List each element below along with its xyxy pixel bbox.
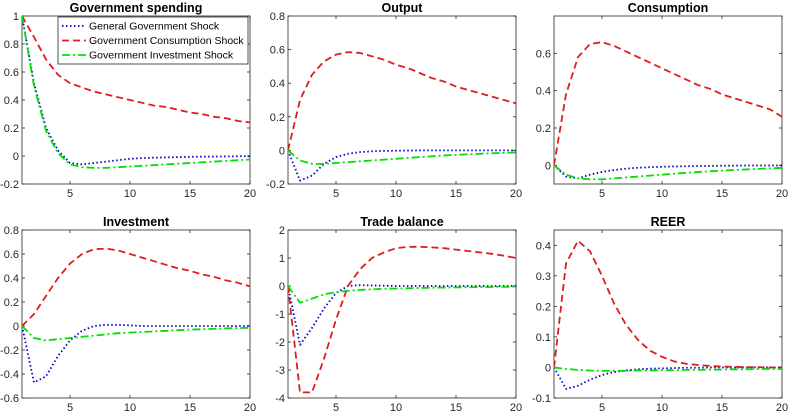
consumption-ytick-label: 0.2 <box>536 123 551 135</box>
reer-ytick-label: -0.1 <box>532 393 551 405</box>
investment-panel: Investment 5 10 15 20 -0.6 -0.4 -0.2 0 0.2 0.4 0.6 0… <box>0 215 256 414</box>
trade-balance-axes-box <box>287 229 517 399</box>
investment-investment-series-line <box>22 325 250 342</box>
reer-ytick-label: 0.2 <box>536 301 551 313</box>
government-spending-ytick-label: 0.6 <box>4 67 19 79</box>
output-xtick-label: 15 <box>450 188 462 200</box>
government-spending-xtick-label: 15 <box>184 188 196 200</box>
output-xtick-label: 10 <box>390 188 402 200</box>
investment-ytick-label: -0.6 <box>0 393 19 405</box>
output-title: Output <box>382 1 424 15</box>
trade-balance-ytick-label: -2 <box>275 337 285 349</box>
government-spending-xtick-label: 10 <box>124 188 136 200</box>
output-investment-series-line <box>288 149 516 165</box>
trade-balance-xtick-label: 5 <box>333 402 339 414</box>
legend: General Government Shock Government Consu… <box>57 16 249 65</box>
government-spending-xtick-label: 20 <box>244 188 256 200</box>
output-xtick-label: 5 <box>333 188 339 200</box>
output-panel: Output 5 10 15 20 -0.2 0 0.2 0.4 0.6 0.8 <box>266 1 522 200</box>
reer-investment-series-line <box>554 366 782 372</box>
trade-balance-investment-series-line <box>288 285 516 304</box>
consumption-panel: Consumption 5 10 15 20 0 0.2 0.4 0.6 <box>536 1 788 200</box>
investment-general-series-line <box>22 323 250 384</box>
consumption-title: Consumption <box>628 1 709 15</box>
reer-xtick-label: 15 <box>716 402 728 414</box>
consumption-ytick-label: 0 <box>545 160 551 172</box>
government-spending-ytick-label: 1 <box>13 11 19 23</box>
output-ytick-label: 0.2 <box>270 112 285 124</box>
reer-panel: REER 5 10 15 20 -0.1 0 0.1 0.2 0.3 0.4 <box>532 215 788 414</box>
investment-ytick-label: 0 <box>13 321 19 333</box>
trade-balance-title: Trade balance <box>360 215 443 229</box>
trade-balance-xtick-label: 10 <box>390 402 402 414</box>
reer-ytick-label: 0.1 <box>536 332 551 344</box>
investment-ytick-label: -0.4 <box>0 369 19 381</box>
government-spending-consumption-series-line <box>22 16 250 124</box>
consumption-consumption-series-line <box>554 41 782 166</box>
investment-ytick-label: 0.6 <box>4 249 19 261</box>
trade-balance-ytick-label: -1 <box>275 309 285 321</box>
investment-title: Investment <box>103 215 170 229</box>
consumption-xtick-label: 15 <box>716 188 728 200</box>
output-general-series-line <box>288 149 516 182</box>
trade-balance-xtick-label: 20 <box>510 402 522 414</box>
reer-xtick-label: 5 <box>599 402 605 414</box>
output-xtick-label: 20 <box>510 188 522 200</box>
investment-xtick-label: 10 <box>124 402 136 414</box>
investment-ytick-label: 0.8 <box>4 225 19 237</box>
legend-box <box>57 16 249 65</box>
consumption-xtick-label: 20 <box>776 188 788 200</box>
trade-balance-ytick-label: -4 <box>275 393 285 405</box>
reer-title: REER <box>651 215 686 229</box>
reer-ytick-label: 0 <box>545 362 551 374</box>
government-spending-xtick-label: 5 <box>67 188 73 200</box>
trade-balance-consumption-series-line <box>288 245 516 394</box>
government-spending-ytick-label: 0.4 <box>4 95 19 107</box>
investment-ytick-label: 0.4 <box>4 273 19 285</box>
government-spending-ytick-label: 0.8 <box>4 39 19 51</box>
reer-xtick-label: 10 <box>656 402 668 414</box>
consumption-axes-box <box>553 15 783 185</box>
consumption-xtick-label: 10 <box>656 188 668 200</box>
investment-ytick-label: 0.2 <box>4 297 19 309</box>
reer-axes-box <box>553 229 783 399</box>
output-ytick-label: -0.2 <box>266 179 285 191</box>
trade-balance-panel: Trade balance 5 10 15 20 -4 -3 -2 -1 0 1 2 <box>275 215 522 414</box>
output-ytick-label: 0 <box>279 145 285 157</box>
legend-general-label: General Government Shock <box>89 21 220 33</box>
output-ytick-label: 0.4 <box>270 78 285 90</box>
legend-investment-label: Government Investment Shock <box>89 50 234 62</box>
consumption-investment-series-line <box>554 164 782 181</box>
reer-ytick-label: 0.4 <box>536 240 551 252</box>
output-axes-box <box>287 15 517 185</box>
reer-xtick-label: 20 <box>776 402 788 414</box>
output-consumption-series-line <box>288 51 516 151</box>
government-spending-ytick-label: 0 <box>13 151 19 163</box>
investment-axes-box <box>21 229 251 399</box>
consumption-xtick-label: 5 <box>599 188 605 200</box>
trade-balance-ytick-label: -3 <box>275 365 285 377</box>
output-ytick-label: 0.6 <box>270 45 285 57</box>
government-spending-ytick-label: 0.2 <box>4 123 19 135</box>
legend-consumption-label: Government Consumption Shock <box>89 35 244 47</box>
consumption-ytick-label: 0.4 <box>536 86 551 98</box>
consumption-ytick-label: 0.6 <box>536 48 551 60</box>
trade-balance-ytick-label: 2 <box>279 225 285 237</box>
trade-balance-xtick-label: 15 <box>450 402 462 414</box>
government-spending-title: Government spending <box>70 1 203 15</box>
trade-balance-ytick-label: 1 <box>279 253 285 265</box>
government-spending-ytick-label: -0.2 <box>0 179 19 191</box>
reer-general-series-line <box>554 366 782 390</box>
government-spending-investment-series-line <box>22 16 250 169</box>
investment-xtick-label: 5 <box>67 402 73 414</box>
trade-balance-ytick-label: 0 <box>279 281 285 293</box>
reer-ytick-label: 0.3 <box>536 271 551 283</box>
output-ytick-label: 0.8 <box>270 11 285 23</box>
investment-ytick-label: -0.2 <box>0 345 19 357</box>
investment-xtick-label: 20 <box>244 402 256 414</box>
investment-xtick-label: 15 <box>184 402 196 414</box>
